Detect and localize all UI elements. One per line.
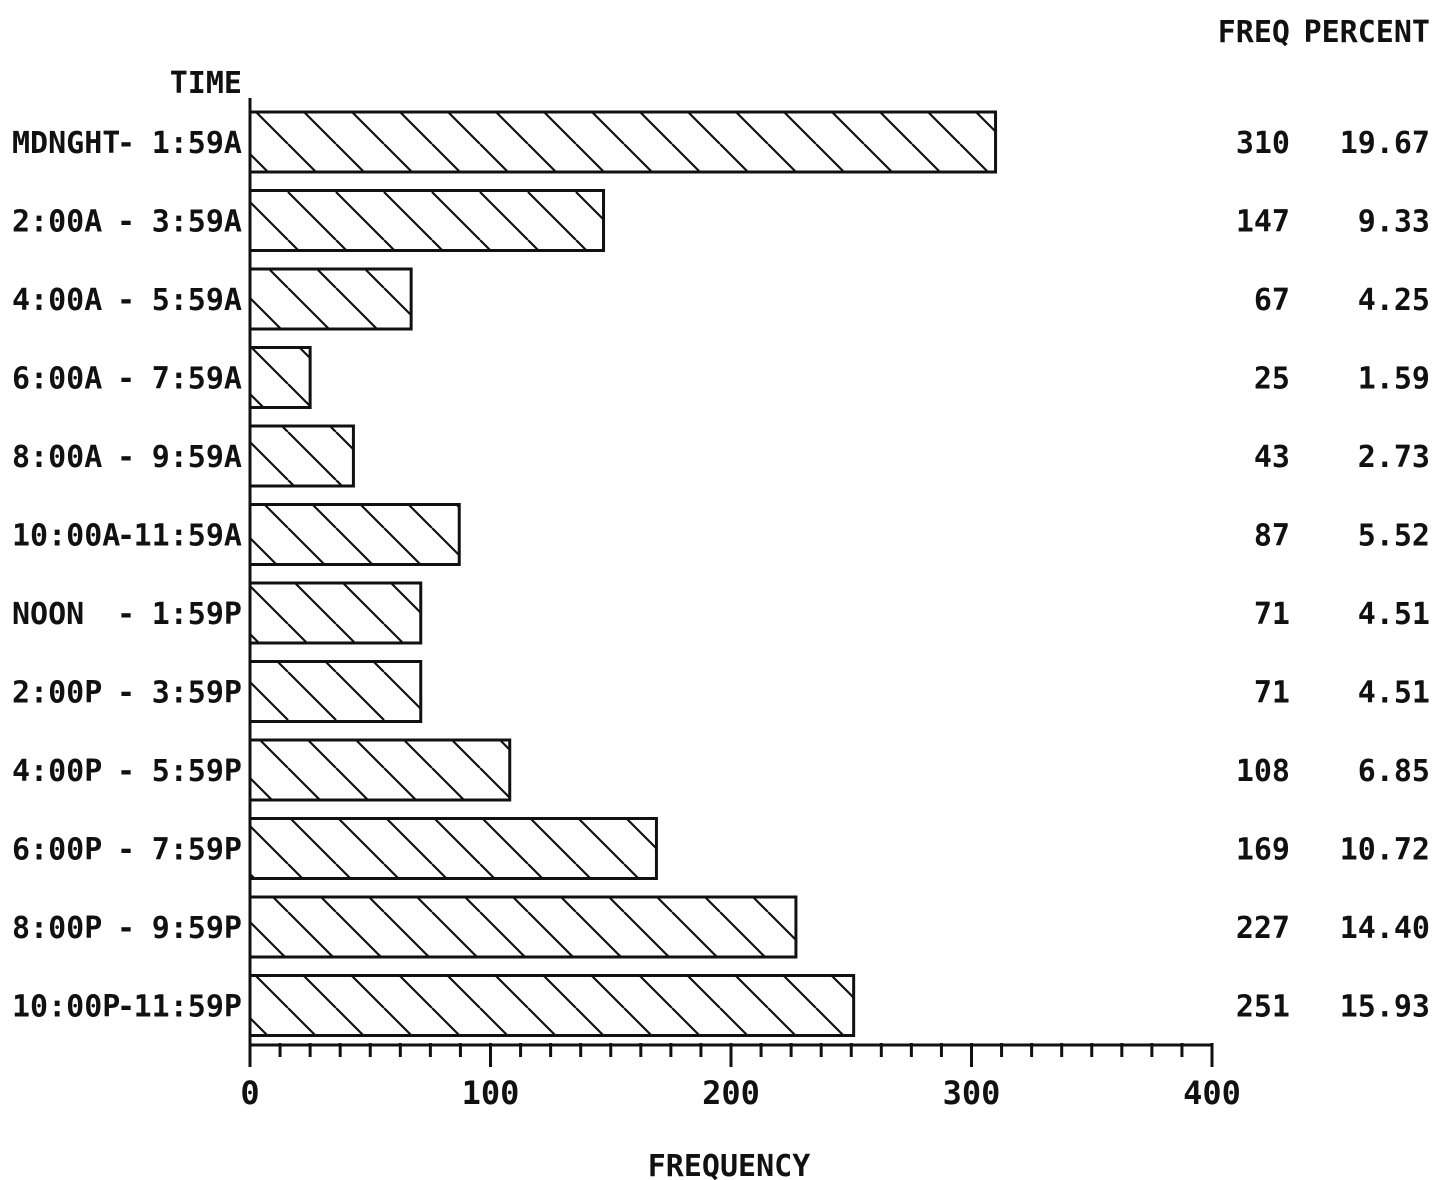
category-label-start: 4:00P <box>12 754 102 789</box>
category-label-start: 10:00P <box>12 990 120 1025</box>
category-label-dash: - <box>117 126 135 161</box>
bar <box>248 189 606 252</box>
category-label-start: 8:00P <box>12 911 102 946</box>
freq-value: 25 <box>1254 362 1290 397</box>
x-tick-label: 200 <box>702 1074 760 1112</box>
freq-value: 71 <box>1254 676 1290 711</box>
category-label-end: 3:59P <box>152 676 242 711</box>
percent-column-header: PERCENT <box>1304 15 1430 50</box>
bar <box>248 267 413 331</box>
x-tick-label: 0 <box>240 1074 259 1112</box>
category-label-end: 1:59P <box>152 597 242 632</box>
percent-value: 5.52 <box>1358 519 1430 554</box>
percent-value: 6.85 <box>1358 754 1430 789</box>
freq-value: 147 <box>1236 205 1290 240</box>
category-label-end: 3:59A <box>152 205 242 240</box>
percent-value: 2.73 <box>1358 440 1430 475</box>
category-label-dash: - <box>117 833 135 868</box>
category-label-dash: - <box>117 911 135 946</box>
category-label-start: MDNGHT <box>12 126 120 161</box>
bar <box>248 346 312 409</box>
category-label-end: 5:59A <box>152 283 242 318</box>
category-label-end: 5:59P <box>152 754 242 789</box>
category-label-dash: - <box>117 362 135 397</box>
category-label-end: 11:59P <box>134 990 242 1025</box>
bar <box>248 424 355 488</box>
freq-column-header: FREQ <box>1218 15 1290 50</box>
axes-layer: 0 100 200 300 400 <box>240 98 1241 1112</box>
category-label-start: 8:00A <box>12 440 102 475</box>
category-label-dash: - <box>117 754 135 789</box>
category-label-dash: - <box>117 440 135 475</box>
category-axis-label: TIME <box>170 66 242 101</box>
freq-value: 227 <box>1236 911 1290 946</box>
category-label-dash: - <box>117 597 135 632</box>
freq-value: 108 <box>1236 754 1290 789</box>
category-label-end: 7:59A <box>152 362 242 397</box>
category-label-end: 7:59P <box>152 833 242 868</box>
x-axis-label: FREQUENCY <box>648 1149 811 1180</box>
category-label-start: 2:00A <box>12 205 102 240</box>
percent-value: 10.72 <box>1340 833 1430 868</box>
freq-value: 169 <box>1236 833 1290 868</box>
bar <box>248 974 856 1037</box>
category-label-start: NOON <box>12 597 84 632</box>
category-label-start: 6:00A <box>12 362 102 397</box>
percent-value: 1.59 <box>1358 362 1430 397</box>
percent-value: 14.40 <box>1340 911 1430 946</box>
category-label-start: 6:00P <box>12 833 102 868</box>
percent-value: 4.51 <box>1358 676 1430 711</box>
freq-value: 67 <box>1254 283 1290 318</box>
x-tick-label: 300 <box>943 1074 1001 1112</box>
category-label-start: 4:00A <box>12 283 102 318</box>
x-tick-label: 100 <box>462 1074 520 1112</box>
freq-value: 71 <box>1254 597 1290 632</box>
x-tick-label: 400 <box>1183 1074 1241 1112</box>
category-label-dash: - <box>117 519 135 554</box>
percent-value: 4.51 <box>1358 597 1430 632</box>
category-label-end: 9:59A <box>152 440 242 475</box>
bar <box>248 895 798 959</box>
percent-value: 4.25 <box>1358 283 1430 318</box>
bar <box>248 738 512 802</box>
percent-value: 15.93 <box>1340 990 1430 1025</box>
freq-value: 310 <box>1236 126 1290 161</box>
bar <box>248 503 461 566</box>
category-label-dash: - <box>117 676 135 711</box>
category-label-end: 11:59A <box>134 519 242 554</box>
bar <box>248 817 658 880</box>
category-label-start: 10:00A <box>12 519 120 554</box>
freq-value: 251 <box>1236 990 1290 1025</box>
bars-layer: MDNGHT- 1:59A 310 19.672:00A -3:59A 147 9.334:… <box>12 110 1430 1037</box>
bar <box>248 660 423 723</box>
freq-value: 43 <box>1254 440 1290 475</box>
category-label-dash: - <box>117 990 135 1025</box>
freq-value: 87 <box>1254 519 1290 554</box>
bar <box>248 581 423 645</box>
percent-value: 19.67 <box>1340 126 1430 161</box>
percent-value: 9.33 <box>1358 205 1430 240</box>
category-label-dash: - <box>117 283 135 318</box>
category-label-end: 1:59A <box>152 126 242 161</box>
bar <box>248 110 998 174</box>
category-label-end: 9:59P <box>152 911 242 946</box>
category-label-dash: - <box>117 205 135 240</box>
category-label-start: 2:00P <box>12 676 102 711</box>
